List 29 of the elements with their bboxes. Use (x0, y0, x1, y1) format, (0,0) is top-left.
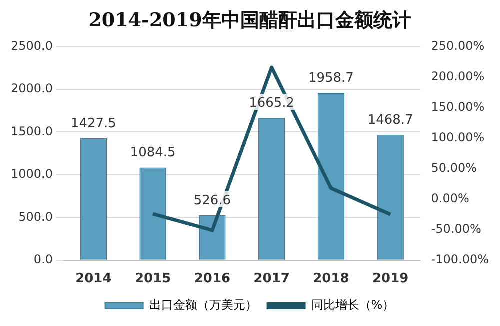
y2-tick-label: -100.00% (431, 252, 490, 267)
data-label: 1665.2 (249, 96, 295, 111)
y-tick-label: 0.0 (34, 252, 53, 267)
y-tick-label: 1500.0 (10, 124, 53, 138)
x-tick-label: 2018 (313, 272, 350, 287)
x-tick-label: 2017 (254, 272, 290, 287)
y2-tick-label: 150.00% (431, 100, 485, 114)
legend-label: 出口金额（万美元） (149, 298, 258, 312)
y2-tick-label: 50.00% (431, 160, 478, 175)
data-label: 1084.5 (130, 146, 176, 161)
x-tick-label: 2014 (76, 272, 112, 287)
y-tick-label: 2000.0 (10, 82, 53, 96)
data-label: 1427.5 (70, 116, 116, 132)
y-tick-label: 2500.0 (10, 38, 53, 53)
data-label: 526.6 (194, 193, 232, 208)
y2-tick-label: -50.00% (431, 222, 482, 236)
x-tick-label: 2019 (372, 272, 409, 287)
chart-title: 2014-2019年中国醋酐出口金额统计 (88, 9, 412, 32)
y2-tick-label: 250.00% (431, 38, 485, 53)
y-tick-label: 1000.0 (10, 167, 53, 182)
y-tick-label: 500.0 (18, 210, 53, 224)
data-label: 1468.7 (368, 112, 414, 128)
y2-tick-label: 0.00% (431, 191, 470, 206)
x-tick-label: 2016 (194, 272, 231, 287)
y2-tick-label: 100.00% (431, 130, 485, 144)
x-tick-label: 2015 (134, 272, 172, 287)
legend-label: 同比增长（%） (311, 298, 395, 312)
data-label: 1958.7 (308, 70, 354, 86)
y2-tick-label: 200.00% (431, 69, 485, 84)
